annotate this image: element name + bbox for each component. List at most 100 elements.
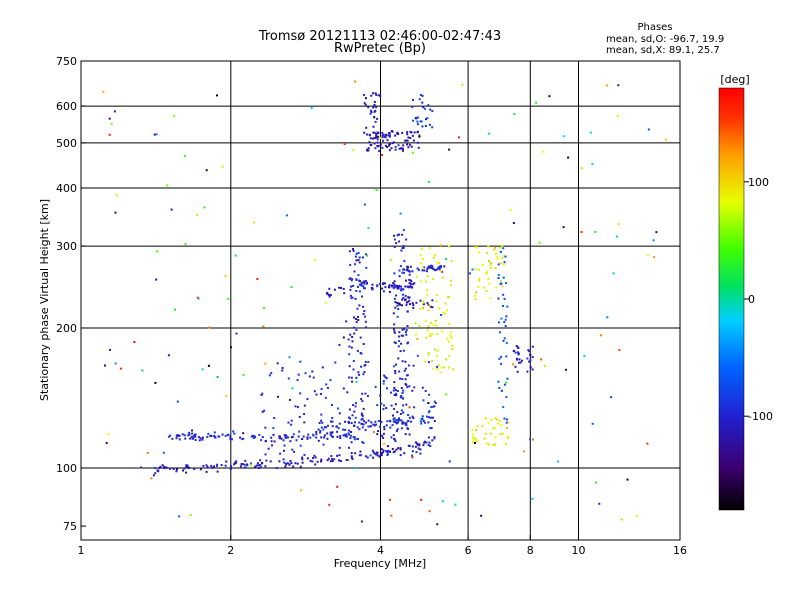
data-point: [350, 431, 353, 433]
data-point: [287, 436, 289, 439]
data-point: [373, 131, 376, 134]
data-point: [452, 368, 455, 371]
data-point: [370, 94, 373, 97]
data-point: [280, 437, 283, 440]
data-point: [415, 333, 417, 336]
data-point: [487, 260, 490, 262]
data-point: [421, 386, 424, 389]
data-point: [423, 441, 426, 444]
data-point: [264, 362, 267, 365]
data-point: [301, 461, 304, 464]
data-point: [360, 398, 363, 401]
data-point: [355, 259, 358, 262]
data-point: [365, 253, 368, 256]
data-point: [515, 345, 518, 347]
data-point: [374, 136, 377, 139]
data-point: [172, 115, 175, 118]
data-point: [523, 450, 525, 453]
data-point: [428, 304, 431, 307]
data-point: [207, 364, 210, 367]
data-point: [376, 131, 379, 134]
data-point: [411, 270, 414, 273]
data-point: [420, 262, 423, 265]
data-point: [424, 390, 427, 392]
data-point: [408, 282, 411, 285]
data-point: [262, 325, 265, 328]
data-point: [416, 141, 419, 144]
data-point: [451, 344, 454, 347]
data-point: [295, 439, 298, 442]
data-point: [407, 146, 410, 149]
data-point: [389, 450, 392, 453]
data-point: [356, 307, 359, 310]
data-point: [252, 221, 255, 224]
data-point: [499, 280, 502, 283]
data-point: [353, 438, 356, 441]
data-point: [422, 399, 425, 402]
data-point: [315, 433, 318, 436]
data-point: [363, 203, 366, 206]
data-point: [377, 420, 380, 422]
data-point: [409, 130, 412, 133]
data-point: [214, 436, 217, 439]
data-point: [359, 450, 362, 453]
data-point: [393, 394, 396, 396]
data-point: [376, 454, 379, 457]
data-point: [390, 404, 393, 407]
data-point: [352, 284, 354, 287]
data-point: [361, 441, 364, 444]
data-point: [350, 376, 353, 379]
data-point: [369, 109, 372, 112]
data-point: [399, 448, 402, 451]
data-point: [336, 454, 339, 457]
data-point: [351, 336, 354, 338]
data-point: [201, 368, 204, 371]
data-point: [420, 420, 423, 423]
data-point: [361, 426, 364, 429]
data-point: [363, 282, 366, 285]
data-point: [308, 375, 311, 378]
data-point: [372, 131, 375, 134]
data-point: [502, 293, 505, 296]
data-point: [526, 357, 529, 360]
data-point: [411, 415, 414, 418]
data-point: [427, 361, 430, 364]
data-point: [516, 351, 519, 354]
data-point: [320, 460, 323, 463]
data-point: [397, 357, 400, 360]
data-point: [426, 270, 428, 273]
colorbar-tick-label: -100: [748, 410, 773, 423]
data-point: [317, 428, 320, 431]
data-point: [494, 247, 497, 249]
data-point: [393, 323, 396, 326]
data-point: [492, 427, 495, 430]
data-point: [386, 420, 389, 423]
data-point: [401, 392, 404, 394]
data-point: [505, 442, 507, 445]
data-point: [474, 442, 476, 444]
data-point: [495, 418, 498, 421]
data-point: [256, 278, 259, 280]
data-point: [188, 433, 191, 436]
data-point: [407, 427, 409, 430]
data-point: [402, 349, 405, 352]
data-point: [492, 248, 495, 251]
data-point: [494, 267, 497, 270]
data-point: [397, 447, 400, 450]
data-point: [353, 436, 356, 439]
data-point: [363, 310, 366, 313]
data-point: [302, 435, 305, 438]
data-point: [299, 392, 302, 395]
data-point: [394, 301, 397, 303]
data-point: [358, 279, 361, 282]
data-point: [507, 421, 510, 424]
data-point: [646, 442, 649, 445]
data-point: [320, 413, 323, 416]
data-point: [393, 341, 396, 344]
data-point: [208, 326, 211, 329]
data-point: [364, 392, 367, 395]
data-point: [448, 148, 451, 151]
data-point: [393, 407, 395, 410]
data-point: [209, 434, 212, 437]
data-point: [348, 353, 351, 356]
